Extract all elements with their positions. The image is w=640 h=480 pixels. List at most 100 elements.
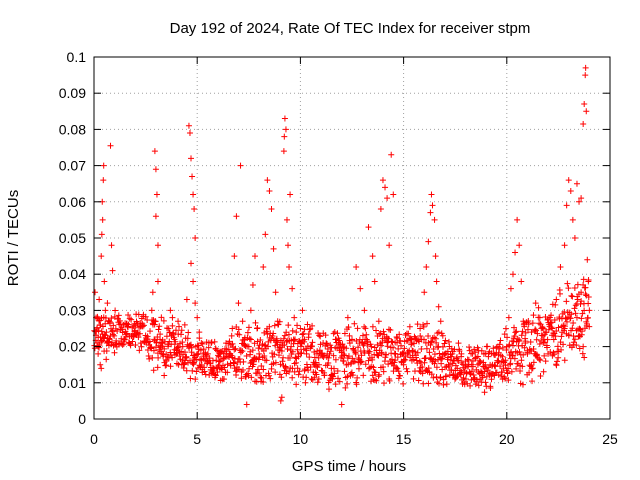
data-point	[573, 180, 580, 187]
data-point	[392, 350, 399, 357]
data-point	[188, 344, 195, 351]
data-point	[425, 238, 432, 245]
y-tick-label: 0.1	[67, 49, 87, 65]
data-point	[281, 341, 288, 348]
data-point	[351, 358, 358, 365]
data-point	[142, 313, 149, 320]
data-point	[582, 72, 589, 79]
data-point	[540, 336, 547, 343]
data-point	[138, 343, 145, 350]
data-point	[201, 364, 208, 371]
data-point	[537, 372, 544, 379]
data-point	[325, 360, 332, 367]
data-point	[297, 325, 304, 332]
data-point	[196, 356, 203, 363]
data-point	[283, 216, 290, 223]
data-point	[376, 331, 383, 338]
data-point	[235, 326, 242, 333]
data-point	[103, 348, 110, 355]
data-point	[432, 253, 439, 260]
data-point	[119, 341, 126, 348]
data-point	[190, 278, 197, 285]
data-point	[247, 307, 254, 314]
data-point	[300, 330, 307, 337]
data-point	[254, 366, 261, 373]
data-point	[567, 315, 574, 322]
data-point	[505, 365, 512, 372]
data-point	[530, 345, 537, 352]
data-point	[341, 330, 348, 337]
data-point	[321, 372, 328, 379]
data-point	[237, 162, 244, 169]
data-point	[441, 340, 448, 347]
data-point	[261, 352, 268, 359]
data-point	[373, 327, 380, 334]
data-point	[164, 353, 171, 360]
data-point	[421, 289, 428, 296]
data-point	[388, 338, 395, 345]
data-point	[329, 373, 336, 380]
data-point	[419, 364, 426, 371]
data-point	[420, 380, 427, 387]
data-point	[275, 321, 282, 328]
data-point	[235, 366, 242, 373]
data-point	[128, 316, 135, 323]
data-point	[441, 350, 448, 357]
data-point	[380, 328, 387, 335]
data-point	[97, 361, 104, 368]
data-point	[240, 358, 247, 365]
data-point	[397, 337, 404, 344]
data-point	[395, 345, 402, 352]
data-point	[360, 372, 367, 379]
data-point	[192, 235, 199, 241]
data-point	[552, 333, 559, 340]
data-point	[576, 345, 583, 352]
data-point	[225, 346, 232, 353]
data-point	[299, 307, 306, 314]
data-point	[535, 304, 542, 311]
data-point	[239, 366, 246, 373]
data-point	[554, 358, 561, 365]
data-point	[427, 339, 434, 346]
data-point	[550, 336, 557, 343]
data-point	[189, 367, 196, 374]
data-point	[362, 361, 369, 368]
data-point	[364, 341, 371, 348]
data-point	[344, 380, 351, 387]
data-point	[576, 332, 583, 339]
data-point	[545, 350, 552, 357]
data-point	[439, 332, 446, 339]
data-point	[286, 263, 293, 270]
data-point	[580, 276, 587, 283]
data-point	[167, 307, 174, 314]
data-point	[132, 341, 139, 348]
data-point	[277, 397, 284, 404]
data-point	[156, 323, 163, 330]
data-point	[540, 368, 547, 375]
data-point	[440, 376, 447, 383]
data-point	[271, 322, 278, 329]
y-tick-label: 0.02	[59, 339, 86, 355]
data-point	[136, 330, 143, 337]
data-point	[326, 386, 333, 393]
data-point	[221, 376, 228, 383]
data-point	[209, 364, 216, 371]
data-point	[541, 352, 548, 359]
data-point	[437, 374, 444, 381]
data-point	[145, 353, 152, 360]
data-point	[349, 355, 356, 362]
data-point	[366, 348, 373, 355]
data-point	[226, 338, 233, 345]
data-point	[384, 195, 391, 202]
data-point	[106, 336, 113, 343]
data-point	[157, 336, 164, 343]
data-point	[254, 325, 261, 332]
data-point	[388, 151, 395, 158]
data-point	[495, 358, 502, 365]
data-point	[148, 307, 155, 314]
data-point	[431, 360, 438, 367]
data-point	[443, 373, 450, 380]
data-point	[516, 348, 523, 355]
data-point	[175, 361, 182, 368]
data-point	[351, 320, 358, 327]
